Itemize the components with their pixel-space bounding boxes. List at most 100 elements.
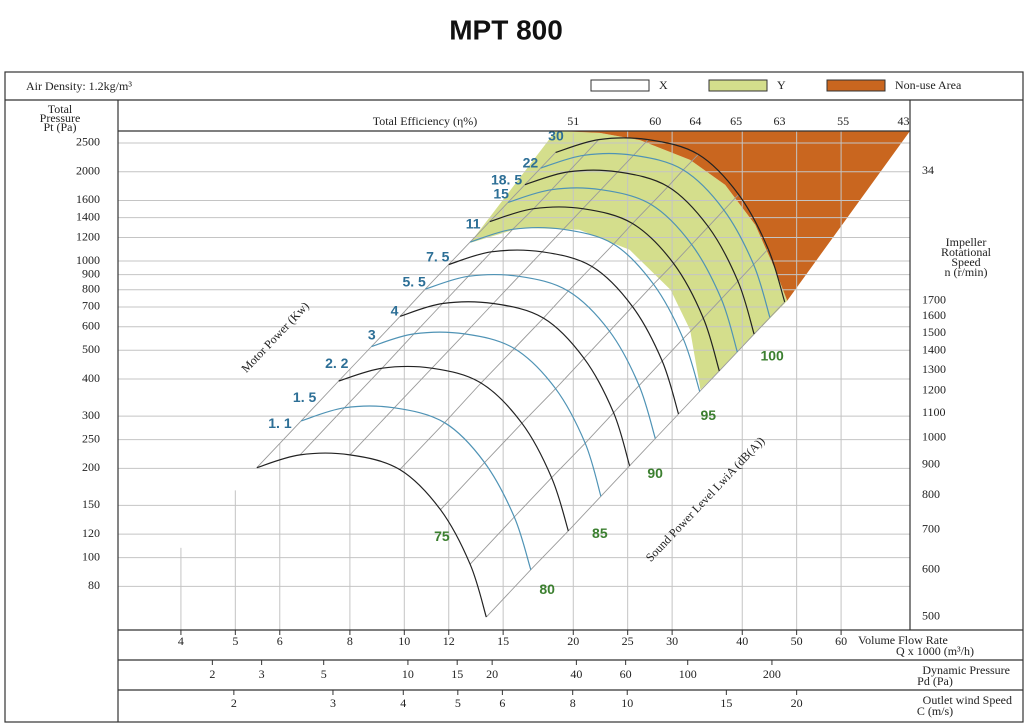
y2-tick-label: 700	[922, 522, 940, 536]
y2-tick-label: 1700	[922, 293, 946, 307]
efficiency-label: 64	[689, 114, 701, 128]
y-tick-label: 150	[82, 497, 100, 511]
pd-tick-label: 5	[321, 667, 327, 681]
c-tick-label: 6	[499, 696, 505, 710]
legend-swatch	[708, 79, 768, 92]
efficiency-label: 63	[773, 114, 785, 128]
y2-tick-label: 1000	[922, 430, 946, 444]
x-axis-title: Volume Flow Rate	[858, 633, 948, 647]
y-tick-label: 1400	[76, 209, 100, 223]
motor-power-label: 5. 5	[402, 273, 426, 289]
pd-tick-label: 60	[620, 667, 632, 681]
y2-tick-label: 500	[922, 609, 940, 623]
x-tick-label: 50	[791, 634, 803, 648]
pd-tick-label: 20	[486, 667, 498, 681]
y-tick-label: 300	[82, 408, 100, 422]
x-axis-title: Q x 1000 (m³/h)	[896, 644, 974, 658]
efficiency-title: Total Efficiency (η%)	[373, 114, 478, 128]
plot-area	[118, 131, 910, 630]
motor-power-label: 22	[523, 155, 539, 171]
speed-curve	[524, 169, 755, 335]
speed-curve	[540, 152, 771, 318]
legend-label: Non-use Area	[895, 78, 962, 92]
y-axis-title: Pressure	[40, 111, 81, 125]
y-tick-label: 250	[82, 431, 100, 445]
y-tick-label: 80	[88, 578, 100, 592]
y-tick-label: 120	[82, 526, 100, 540]
y2-axis-title: n (r/min)	[945, 265, 988, 279]
y-tick-label: 100	[82, 549, 100, 563]
c-tick-label: 4	[400, 696, 406, 710]
c-tick-label: 8	[570, 696, 576, 710]
motor-power-label: 2. 2	[325, 355, 349, 371]
c-axis-title: C (m/s)	[917, 704, 953, 718]
y-tick-label: 400	[82, 371, 100, 385]
speed-curve	[507, 187, 738, 353]
c-tick-label: 10	[621, 696, 633, 710]
y-tick-label: 800	[82, 282, 100, 296]
pd-tick-label: 200	[763, 667, 781, 681]
motor-power-title: Motor Power (Kw)	[238, 299, 311, 375]
x-tick-label: 5	[232, 634, 238, 648]
y-tick-label: 2500	[76, 135, 100, 149]
y-axis-title: Total	[48, 102, 73, 116]
speed-curve	[489, 206, 720, 372]
y-tick-label: 700	[82, 299, 100, 313]
sound-label: 85	[592, 525, 608, 541]
c-tick-label: 5	[455, 696, 461, 710]
frame	[4, 71, 1024, 723]
c-tick-label: 15	[720, 696, 732, 710]
x-tick-label: 6	[277, 634, 283, 648]
pd-axis-title: Dynamic Pressure	[922, 663, 1010, 677]
legend-label: X	[659, 78, 668, 92]
region	[555, 131, 910, 301]
motor-power-label: 7. 5	[426, 248, 450, 264]
pd-tick-label: 10	[402, 667, 414, 681]
pd-axis-title: Pd (Pa)	[917, 674, 953, 688]
pd-tick-label: 40	[570, 667, 582, 681]
speed-curve	[448, 249, 680, 415]
c-tick-label: 2	[231, 696, 237, 710]
speed-curve	[469, 227, 701, 392]
x-tick-label: 12	[443, 634, 455, 648]
sound-label: 80	[539, 581, 555, 597]
motor-power-label: 4	[391, 302, 399, 318]
c-tick-label: 3	[330, 696, 336, 710]
c-axis-title: Outlet wind Speed	[923, 693, 1012, 707]
y2-tick-label: 1200	[922, 382, 946, 396]
pd-tick-label: 3	[259, 667, 265, 681]
chart-title: MPT 800	[449, 14, 563, 45]
sound-label: 75	[434, 528, 450, 544]
y-tick-label: 1600	[76, 192, 100, 206]
speed-curve	[371, 331, 602, 497]
c-tick-label: 20	[791, 696, 803, 710]
motor-power-label: 11	[466, 216, 481, 232]
efficiency-label: 55	[837, 114, 849, 128]
x-tick-label: 20	[567, 634, 579, 648]
x-tick-label: 8	[347, 634, 353, 648]
y-tick-label: 1000	[76, 253, 100, 267]
system-line	[440, 194, 739, 511]
sound-label: 95	[700, 407, 716, 423]
y-tick-label: 200	[82, 460, 100, 474]
y2-tick-label: 1400	[922, 343, 946, 357]
y2-tick-label: 34	[922, 163, 934, 177]
speed-curve	[300, 405, 532, 570]
y2-tick-label: 1500	[922, 325, 946, 339]
y2-axis-title: Speed	[951, 255, 980, 269]
x-tick-label: 60	[835, 634, 847, 648]
legend-swatch	[590, 79, 650, 92]
motor-power-label: 1. 5	[293, 389, 317, 405]
y2-tick-label: 1600	[922, 308, 946, 322]
x-tick-label: 10	[398, 634, 410, 648]
y2-tick-label: 900	[922, 457, 940, 471]
x-tick-label: 15	[497, 634, 509, 648]
y-tick-label: 900	[82, 266, 100, 280]
y2-axis-title: Rotational	[941, 245, 992, 259]
pd-tick-label: 15	[451, 667, 463, 681]
motor-power-label: 1. 1	[268, 415, 292, 431]
x-tick-label: 4	[178, 634, 184, 648]
y-tick-label: 2000	[76, 163, 100, 177]
sound-title: Sound Power Level LwiA (dB(A))	[643, 434, 768, 565]
speed-curve	[425, 274, 656, 439]
